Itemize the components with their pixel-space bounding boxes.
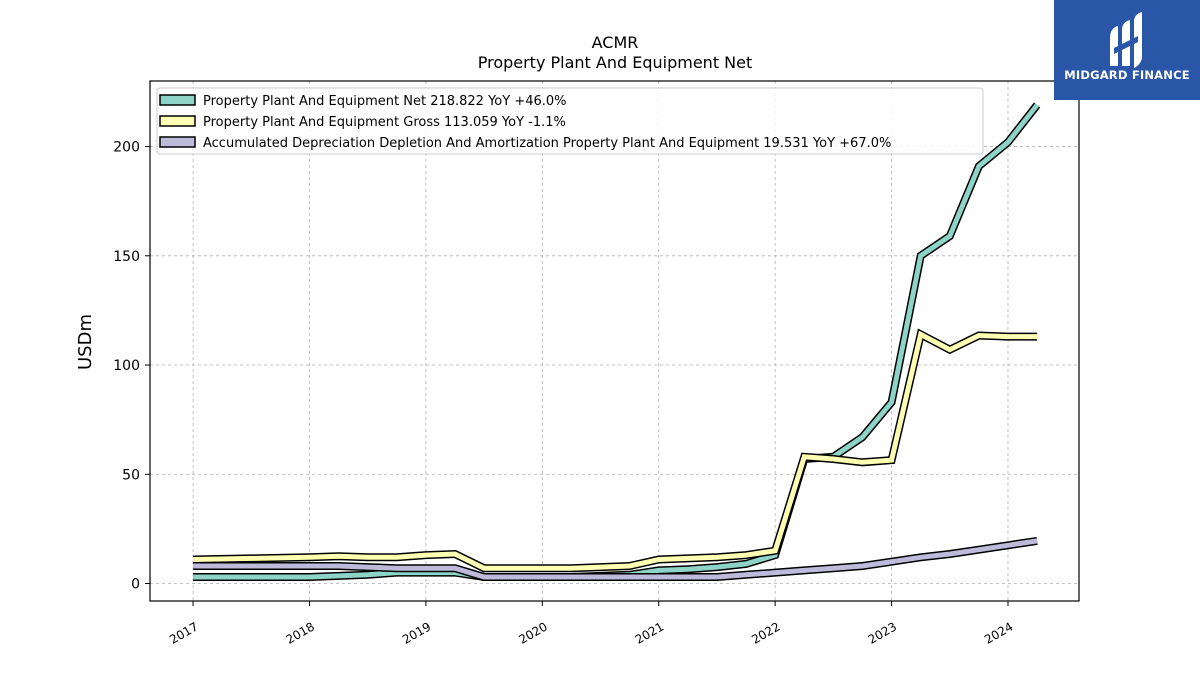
y-tick-label: 100 <box>113 358 140 374</box>
chart-title-line2: Property Plant And Equipment Net <box>478 53 753 72</box>
legend-entry-3: Accumulated Depreciation Depletion And A… <box>203 136 891 151</box>
x-tick-label: 2019 <box>400 619 433 646</box>
x-tick-label: 2023 <box>866 619 899 646</box>
legend-swatch-1 <box>159 94 196 106</box>
legend: Property Plant And Equipment Net 218.822… <box>156 87 984 155</box>
x-tick-label: 2022 <box>749 619 782 646</box>
y-tick-label: 200 <box>113 140 140 156</box>
midgard-finance-logo: MIDGARD FINANCE <box>1054 0 1200 100</box>
legend-box <box>156 87 984 155</box>
logo-text: MIDGARD FINANCE <box>1064 68 1190 82</box>
legend-entry-2: Property Plant And Equipment Gross 113.0… <box>203 115 566 130</box>
x-tick-label: 2024 <box>982 619 1015 646</box>
x-tick-label: 2021 <box>633 619 666 646</box>
y-axis-label: USDm <box>75 314 96 370</box>
legend-entry-1: Property Plant And Equipment Net 218.822… <box>203 94 567 109</box>
midgard-logo-icon <box>1110 12 1142 68</box>
x-tick-label: 2018 <box>284 619 317 646</box>
y-tick-label: 50 <box>122 467 140 483</box>
chart-title-line1: ACMR <box>592 33 639 52</box>
series-line-1 <box>193 103 1040 580</box>
x-tick-label: 2020 <box>516 619 549 646</box>
series-line-2 <box>193 330 1038 571</box>
legend-swatch-2 <box>159 115 196 127</box>
legend-swatch-3 <box>159 136 196 148</box>
y-tick-label: 150 <box>113 249 140 265</box>
series-lines <box>193 102 1041 581</box>
series-line-outline-1 <box>193 102 1041 581</box>
y-tick-label: 0 <box>131 577 140 593</box>
plot-frame <box>149 80 1080 602</box>
x-tick-label: 2017 <box>167 619 200 646</box>
series-line-3 <box>193 538 1038 580</box>
